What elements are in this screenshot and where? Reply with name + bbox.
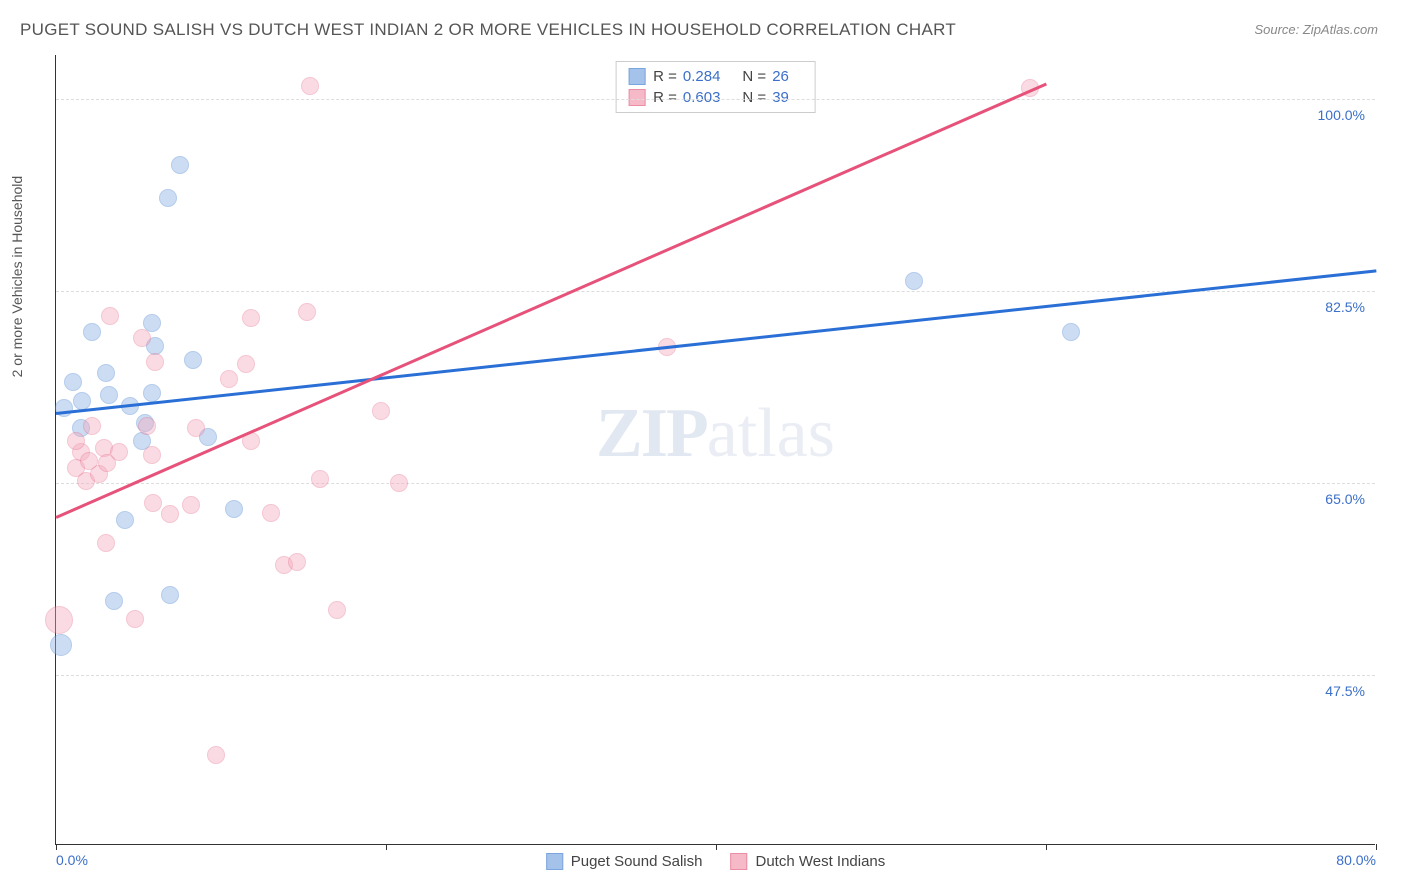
chart-container: 2 or more Vehicles in Household ZIPatlas… xyxy=(55,55,1375,845)
legend-item-1: Dutch West Indians xyxy=(730,853,885,870)
scatter-point xyxy=(101,307,119,325)
scatter-point xyxy=(133,329,151,347)
x-tick xyxy=(1046,844,1047,850)
scatter-point xyxy=(97,364,115,382)
gridline-h xyxy=(56,99,1375,100)
y-tick-label: 82.5% xyxy=(1325,299,1365,315)
n-label: N = xyxy=(742,89,766,106)
scatter-point xyxy=(100,386,118,404)
scatter-point xyxy=(225,500,243,518)
x-tick-label: 0.0% xyxy=(56,852,88,868)
scatter-point xyxy=(116,511,134,529)
n-value-0: 26 xyxy=(772,68,789,85)
n-label: N = xyxy=(742,68,766,85)
r-value-1: 0.603 xyxy=(683,89,721,106)
chart-title: PUGET SOUND SALISH VS DUTCH WEST INDIAN … xyxy=(20,20,956,40)
scatter-point xyxy=(220,370,238,388)
scatter-point xyxy=(161,505,179,523)
scatter-point xyxy=(182,496,200,514)
scatter-point xyxy=(146,353,164,371)
n-value-1: 39 xyxy=(772,89,789,106)
scatter-point xyxy=(64,373,82,391)
scatter-point xyxy=(298,303,316,321)
gridline-h xyxy=(56,483,1375,484)
scatter-point xyxy=(73,392,91,410)
scatter-point xyxy=(171,156,189,174)
scatter-point xyxy=(207,746,225,764)
x-tick xyxy=(56,844,57,850)
y-tick-label: 100.0% xyxy=(1318,107,1365,123)
scatter-point xyxy=(55,399,73,417)
scatter-point xyxy=(83,323,101,341)
legend-correlation: R = 0.284 N = 26 R = 0.603 N = 39 xyxy=(615,61,816,113)
legend-item-0: Puget Sound Salish xyxy=(546,853,703,870)
watermark-bold: ZIP xyxy=(596,395,707,472)
legend-swatch-0 xyxy=(628,68,645,85)
scatter-point xyxy=(311,470,329,488)
r-value-0: 0.284 xyxy=(683,68,721,85)
scatter-point xyxy=(328,601,346,619)
r-label: R = xyxy=(653,68,677,85)
scatter-point xyxy=(159,189,177,207)
scatter-point xyxy=(372,402,390,420)
scatter-point xyxy=(262,504,280,522)
scatter-point xyxy=(1062,323,1080,341)
x-tick xyxy=(1376,844,1377,850)
scatter-point xyxy=(905,272,923,290)
r-label: R = xyxy=(653,89,677,106)
y-axis-label: 2 or more Vehicles in Household xyxy=(9,176,25,378)
plot-area: ZIPatlas R = 0.284 N = 26 R = 0.603 N = … xyxy=(55,55,1375,845)
watermark: ZIPatlas xyxy=(596,394,835,474)
legend-label-1: Dutch West Indians xyxy=(755,853,885,870)
scatter-point xyxy=(288,553,306,571)
scatter-point xyxy=(97,534,115,552)
scatter-point xyxy=(187,419,205,437)
scatter-point xyxy=(184,351,202,369)
scatter-point xyxy=(83,417,101,435)
scatter-point xyxy=(138,417,156,435)
source-label: Source: ZipAtlas.com xyxy=(1254,22,1378,37)
scatter-point xyxy=(67,432,85,450)
x-tick xyxy=(386,844,387,850)
legend-series: Puget Sound Salish Dutch West Indians xyxy=(546,853,886,870)
scatter-point xyxy=(50,634,72,656)
legend-swatch-b0 xyxy=(546,853,563,870)
scatter-point xyxy=(390,474,408,492)
legend-row-series-0: R = 0.284 N = 26 xyxy=(628,66,803,87)
scatter-point xyxy=(143,446,161,464)
scatter-point xyxy=(301,77,319,95)
scatter-point xyxy=(80,452,98,470)
scatter-point xyxy=(105,592,123,610)
x-tick xyxy=(716,844,717,850)
scatter-point xyxy=(144,494,162,512)
legend-swatch-b1 xyxy=(730,853,747,870)
legend-label-0: Puget Sound Salish xyxy=(571,853,703,870)
scatter-point xyxy=(143,384,161,402)
scatter-point xyxy=(126,610,144,628)
gridline-h xyxy=(56,675,1375,676)
y-tick-label: 47.5% xyxy=(1325,683,1365,699)
scatter-point xyxy=(237,355,255,373)
scatter-point xyxy=(161,586,179,604)
x-tick-label: 80.0% xyxy=(1336,852,1376,868)
scatter-point xyxy=(242,309,260,327)
scatter-point xyxy=(110,443,128,461)
scatter-point xyxy=(45,606,73,634)
y-tick-label: 65.0% xyxy=(1325,491,1365,507)
legend-row-series-1: R = 0.603 N = 39 xyxy=(628,87,803,108)
legend-swatch-1 xyxy=(628,89,645,106)
trend-line xyxy=(55,83,1046,519)
watermark-light: atlas xyxy=(707,395,835,472)
